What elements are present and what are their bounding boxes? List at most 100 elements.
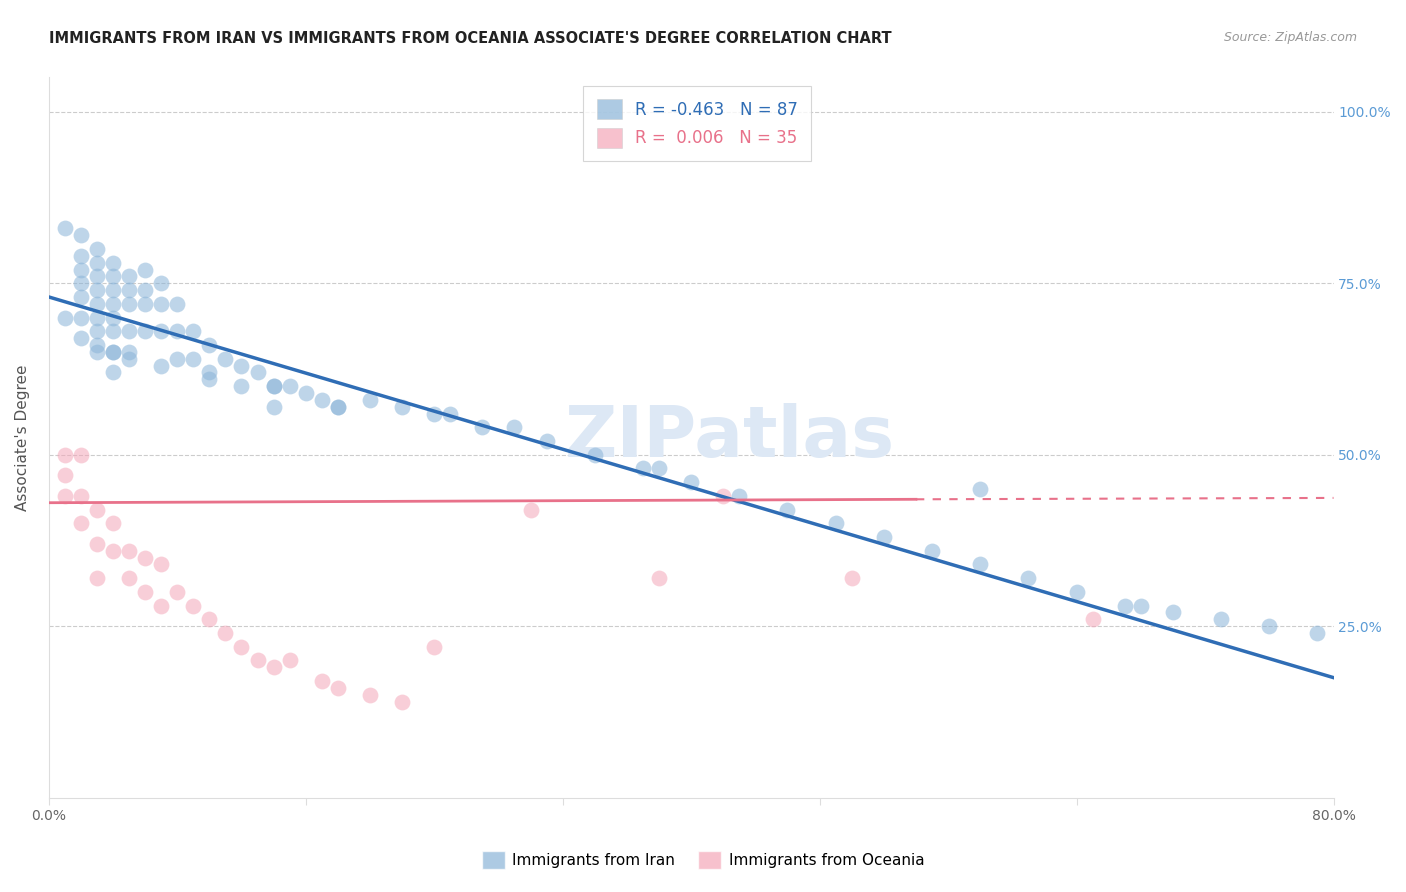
Point <box>118 283 141 297</box>
Point <box>278 379 301 393</box>
Legend: R = -0.463   N = 87, R =  0.006   N = 35: R = -0.463 N = 87, R = 0.006 N = 35 <box>583 86 811 161</box>
Point <box>150 359 173 373</box>
Point <box>118 269 141 284</box>
Point <box>326 400 349 414</box>
Point <box>118 543 141 558</box>
Point <box>1081 612 1104 626</box>
Point <box>101 365 124 379</box>
Point <box>150 277 173 291</box>
Point <box>166 351 188 366</box>
Point <box>841 571 863 585</box>
Point <box>150 599 173 613</box>
Point <box>681 475 703 490</box>
Point <box>86 242 108 256</box>
Point <box>181 351 204 366</box>
Point <box>1129 599 1152 613</box>
Point <box>728 489 751 503</box>
Point <box>1258 619 1281 633</box>
Point <box>536 434 558 448</box>
Point <box>70 331 93 345</box>
Point <box>101 344 124 359</box>
Point <box>824 516 846 531</box>
Point <box>969 558 991 572</box>
Point <box>439 407 461 421</box>
Point <box>70 262 93 277</box>
Point <box>134 550 156 565</box>
Point <box>70 228 93 243</box>
Point <box>53 489 76 503</box>
Point <box>1306 626 1329 640</box>
Point <box>166 324 188 338</box>
Point <box>921 543 943 558</box>
Point <box>86 537 108 551</box>
Point <box>134 585 156 599</box>
Point <box>263 400 285 414</box>
Y-axis label: Associate's Degree: Associate's Degree <box>15 364 30 511</box>
Point <box>181 324 204 338</box>
Point <box>150 297 173 311</box>
Point <box>231 359 253 373</box>
Point <box>503 420 526 434</box>
Point <box>1161 606 1184 620</box>
Point <box>70 489 93 503</box>
Point <box>70 249 93 263</box>
Point <box>53 448 76 462</box>
Point <box>150 558 173 572</box>
Point <box>86 502 108 516</box>
Point <box>101 269 124 284</box>
Point <box>583 448 606 462</box>
Point <box>231 640 253 654</box>
Point <box>311 392 333 407</box>
Text: IMMIGRANTS FROM IRAN VS IMMIGRANTS FROM OCEANIA ASSOCIATE'S DEGREE CORRELATION C: IMMIGRANTS FROM IRAN VS IMMIGRANTS FROM … <box>49 31 891 46</box>
Point <box>263 660 285 674</box>
Point <box>231 379 253 393</box>
Point <box>166 297 188 311</box>
Point <box>70 310 93 325</box>
Point <box>294 386 316 401</box>
Point <box>70 448 93 462</box>
Point <box>711 489 734 503</box>
Point <box>101 255 124 269</box>
Point <box>134 297 156 311</box>
Point <box>86 338 108 352</box>
Point <box>1017 571 1039 585</box>
Point <box>86 283 108 297</box>
Point <box>631 461 654 475</box>
Point <box>246 653 269 667</box>
Point <box>246 365 269 379</box>
Point <box>101 283 124 297</box>
Point <box>198 365 221 379</box>
Point <box>423 407 446 421</box>
Point <box>969 482 991 496</box>
Point <box>326 681 349 695</box>
Point <box>86 324 108 338</box>
Text: ZIPatlas: ZIPatlas <box>565 403 894 472</box>
Point <box>101 297 124 311</box>
Point <box>1066 585 1088 599</box>
Point <box>134 324 156 338</box>
Point <box>214 626 236 640</box>
Point <box>181 599 204 613</box>
Point <box>70 277 93 291</box>
Point <box>70 290 93 304</box>
Point <box>326 400 349 414</box>
Point <box>166 585 188 599</box>
Point <box>101 310 124 325</box>
Point <box>311 674 333 689</box>
Point <box>86 571 108 585</box>
Point <box>101 543 124 558</box>
Point <box>391 400 413 414</box>
Point <box>359 392 381 407</box>
Point <box>263 379 285 393</box>
Point <box>101 324 124 338</box>
Point <box>519 502 541 516</box>
Point <box>263 379 285 393</box>
Point <box>70 516 93 531</box>
Text: Source: ZipAtlas.com: Source: ZipAtlas.com <box>1223 31 1357 45</box>
Point <box>198 338 221 352</box>
Point <box>1114 599 1136 613</box>
Point <box>86 344 108 359</box>
Point <box>198 612 221 626</box>
Point <box>648 461 671 475</box>
Point <box>101 516 124 531</box>
